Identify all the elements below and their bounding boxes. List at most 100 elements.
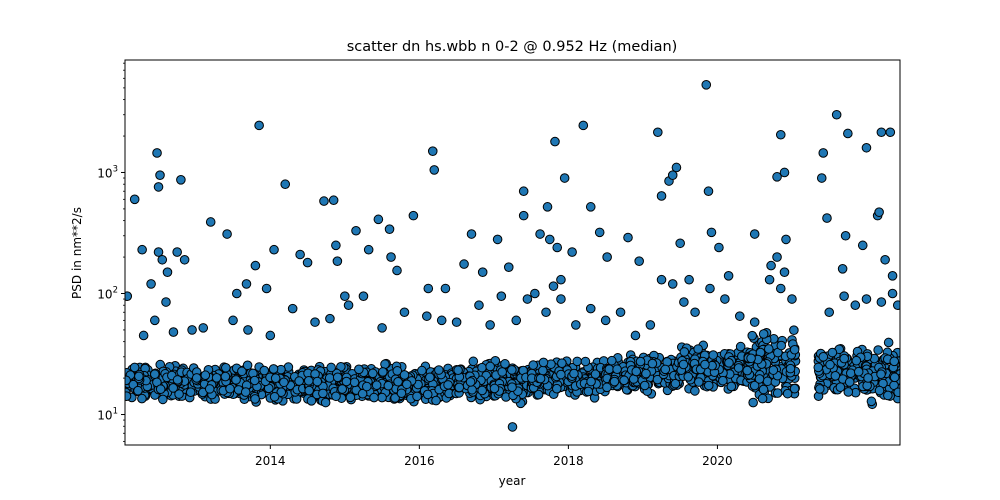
data-point [814,384,825,394]
data-point [431,395,441,406]
data-point [225,383,235,394]
data-point [228,315,238,326]
data-point [423,283,434,294]
data-point [825,359,835,370]
data-point [133,385,143,396]
data-point [572,356,583,367]
data-point [467,384,477,395]
data-point [843,128,853,139]
data-point [634,256,644,266]
data-point [845,368,856,378]
data-point [369,392,379,403]
data-point [187,325,197,335]
data-point [137,393,147,404]
data-point [749,380,760,391]
data-point [268,364,279,374]
data-point [706,227,717,238]
data-point [876,127,887,138]
data-point [670,378,681,389]
data-point [542,202,553,212]
data-point [764,274,775,285]
data-point [857,240,868,251]
data-point [775,129,786,140]
data-point [883,390,893,401]
x-tick-label: 2016 [404,454,435,468]
data-point [873,345,883,355]
data-point [377,323,387,333]
data-point [477,362,487,373]
data-point [396,388,407,399]
data-point [161,297,171,307]
data-point [332,372,343,383]
data-point [331,240,341,251]
data-point [619,375,629,386]
data-point [454,382,465,393]
data-point [451,317,462,327]
data-point [583,386,594,397]
data-point [179,254,190,265]
data-point [550,136,560,147]
data-point [149,369,160,379]
data-point [198,323,209,333]
data-point [153,247,164,257]
data-point [850,300,861,311]
data-point [742,365,753,376]
data-point [158,394,168,405]
data-point [551,383,562,394]
data-point [768,365,779,375]
dense-band-points [125,325,900,410]
data-point [269,244,279,255]
data-point [733,363,744,373]
data-point [337,384,348,394]
data-point [174,389,184,399]
data-point [129,194,140,205]
data-point [789,344,800,355]
data-point [153,182,164,192]
data-point [265,330,276,341]
data-point [748,397,758,408]
x-axis: 2014 2016 2018 2020 [255,445,733,468]
data-point [220,371,231,382]
data-point [556,369,566,380]
data-point [363,244,374,255]
data-point [866,396,877,407]
data-point [492,234,503,245]
data-point [600,315,611,326]
data-point [667,170,678,180]
data-point [392,366,403,376]
data-point [497,367,507,377]
data-point [503,262,514,272]
data-point [883,337,894,348]
data-point [766,260,776,271]
data-point [176,175,186,185]
data-point [684,274,694,285]
data-point [735,341,746,352]
data-point [319,196,329,206]
data-point [294,376,304,386]
data-point [386,252,396,262]
data-point [762,376,773,387]
data-point [892,300,900,311]
data-point [306,396,317,406]
data-point [434,365,444,375]
data-point [477,267,488,277]
y-tick-label: 103 [97,164,118,180]
data-point [720,294,730,304]
data-point [392,265,402,276]
data-point [569,368,579,379]
data-point [602,252,612,262]
data-point [763,344,774,354]
data-point [371,380,382,390]
data-point [443,380,453,390]
data-point [758,329,769,339]
data-point [222,229,232,239]
data-point [714,242,724,253]
data-point [631,366,642,377]
data-point [465,377,476,387]
data-point [358,291,369,302]
data-point [703,186,714,197]
data-point [880,254,890,265]
data-point [851,355,862,366]
data-point [844,377,855,387]
data-point [604,364,615,374]
